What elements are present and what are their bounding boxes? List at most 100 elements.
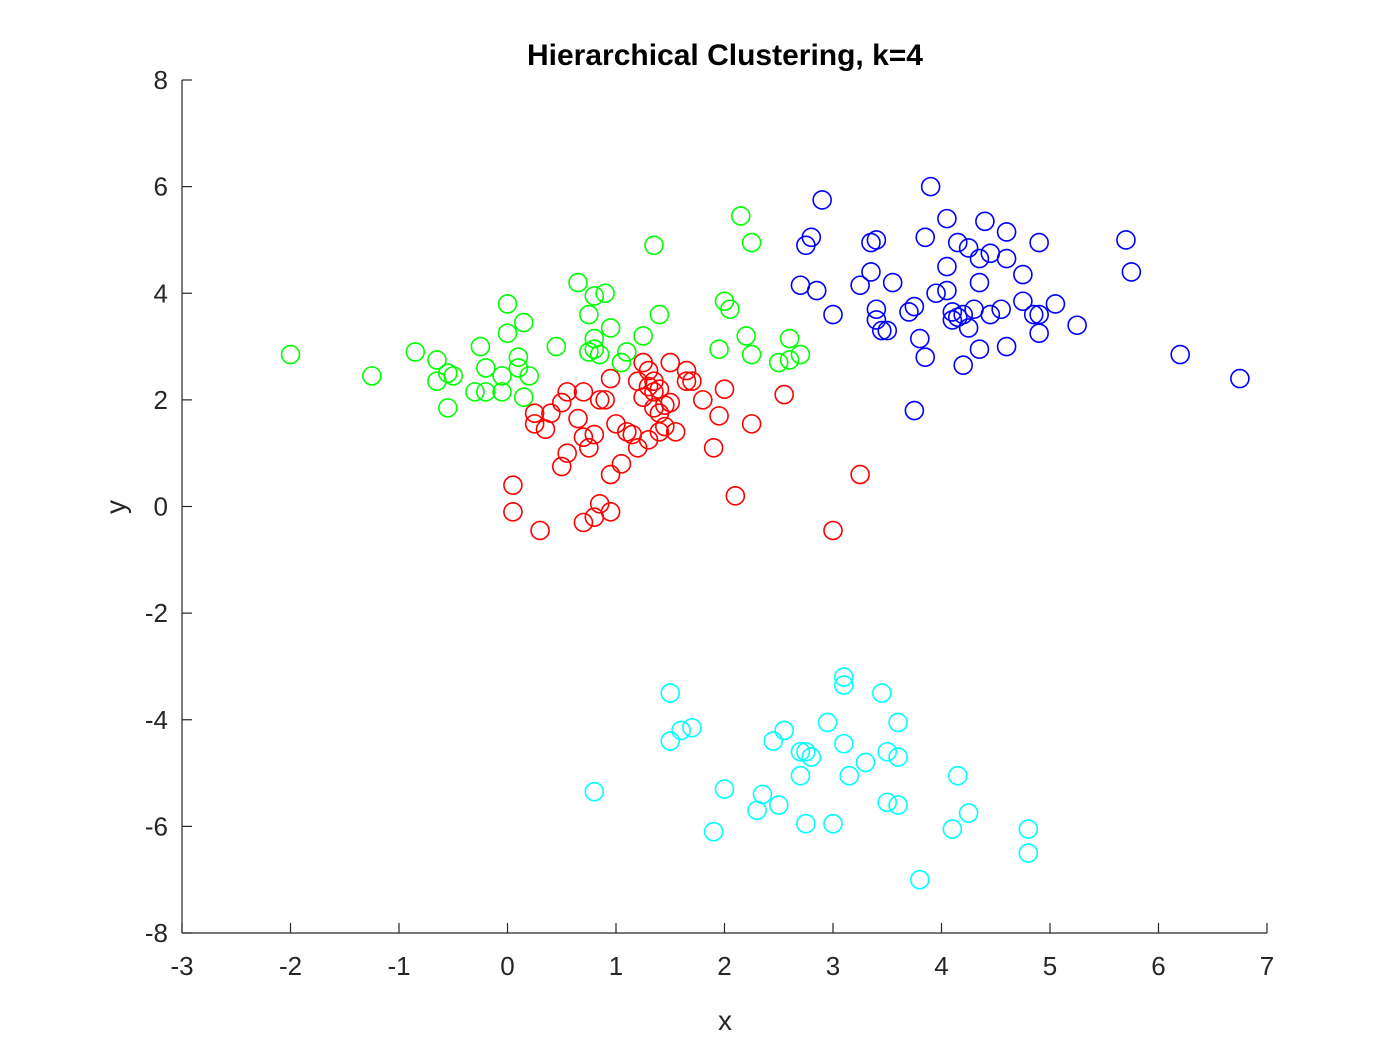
- data-point: [714, 779, 735, 799]
- data-point: [660, 392, 681, 413]
- x-tick-label: 3: [826, 951, 840, 981]
- x-axis-label: x: [718, 1005, 732, 1036]
- data-point: [692, 390, 713, 410]
- data-point: [975, 211, 995, 232]
- data-point: [904, 296, 925, 317]
- data-point: [969, 339, 990, 360]
- x-tick-label: -3: [170, 951, 193, 981]
- data-point: [627, 438, 648, 458]
- data-point: [557, 382, 577, 402]
- data-point: [752, 784, 773, 805]
- data-point: [888, 795, 908, 815]
- data-point: [524, 414, 545, 434]
- data-point: [958, 803, 979, 823]
- axes: -3 -2 -1 0 1 2 3 4 5 6 7 8 6 4 2 0 -2 -4 -6 -8: [145, 65, 1274, 981]
- data-point: [920, 176, 941, 197]
- data-point: [1023, 304, 1044, 325]
- data-point: [1029, 304, 1049, 325]
- data-point: [1116, 230, 1136, 250]
- y-tick-label: -6: [145, 811, 168, 841]
- data-point: [589, 390, 610, 410]
- data-point: [362, 366, 382, 386]
- data-point: [937, 256, 957, 277]
- data-point: [676, 360, 697, 381]
- data-point: [475, 358, 496, 378]
- data-point: [1170, 344, 1190, 365]
- data-point: [508, 358, 529, 378]
- data-point: [801, 747, 822, 767]
- data-point: [790, 765, 811, 786]
- data-point: [958, 238, 979, 258]
- data-point: [714, 379, 735, 400]
- data-point: [741, 344, 762, 365]
- data-point: [611, 352, 632, 373]
- data-point: [492, 366, 512, 386]
- x-tick-label: 0: [500, 951, 514, 981]
- data-point: [768, 795, 789, 815]
- data-points: [280, 176, 1250, 890]
- data-point: [817, 712, 838, 733]
- data-point: [589, 344, 610, 365]
- data-point: [969, 272, 990, 293]
- data-point: [551, 456, 572, 477]
- data-point: [492, 382, 512, 402]
- data-point: [866, 299, 887, 320]
- data-point: [465, 382, 485, 402]
- data-point: [774, 384, 794, 405]
- chart-title: Hierarchical Clustering, k=4: [527, 39, 923, 72]
- data-point: [796, 741, 816, 762]
- y-axis-label: y: [100, 500, 131, 514]
- data-point: [551, 392, 572, 413]
- y-tick-label: -8: [145, 918, 168, 948]
- data-point: [1029, 323, 1049, 344]
- data-point: [823, 304, 843, 325]
- x-tick-label: 2: [717, 951, 731, 981]
- data-point: [877, 741, 898, 762]
- data-point: [937, 280, 957, 301]
- series-cluster-1: [503, 352, 870, 541]
- data-point: [524, 403, 545, 424]
- y-tick-label: 6: [154, 172, 168, 202]
- data-point: [904, 400, 925, 421]
- data-point: [812, 190, 832, 210]
- data-point: [682, 717, 702, 738]
- data-point: [909, 869, 930, 890]
- data-point: [573, 427, 594, 447]
- data-point: [600, 368, 621, 389]
- data-point: [595, 390, 615, 410]
- data-point: [655, 416, 675, 437]
- data-point: [850, 275, 870, 296]
- data-point: [660, 731, 681, 751]
- data-point: [790, 741, 811, 762]
- data-point: [855, 752, 876, 773]
- data-point: [1045, 294, 1066, 314]
- data-point: [649, 304, 670, 325]
- x-tick-label: 4: [934, 951, 948, 981]
- data-point: [600, 502, 621, 522]
- data-point: [823, 813, 843, 834]
- data-point: [763, 731, 784, 751]
- data-point: [877, 792, 898, 813]
- data-point: [980, 243, 1001, 264]
- data-point: [644, 235, 664, 256]
- data-point: [834, 675, 854, 695]
- data-point: [866, 230, 887, 250]
- data-point: [1121, 262, 1142, 282]
- data-point: [996, 336, 1017, 357]
- data-point: [557, 443, 577, 463]
- data-point: [1013, 291, 1033, 312]
- data-point: [964, 299, 984, 320]
- data-point: [947, 765, 968, 786]
- data-point: [584, 781, 605, 802]
- y-tick-label: 0: [154, 492, 168, 522]
- data-point: [600, 464, 621, 485]
- data-point: [909, 328, 930, 349]
- data-point: [589, 494, 610, 514]
- data-point: [953, 355, 974, 376]
- data-point: [644, 382, 664, 402]
- data-point: [633, 326, 653, 346]
- data-point: [1013, 264, 1033, 285]
- data-point: [579, 438, 599, 458]
- data-point: [513, 312, 534, 333]
